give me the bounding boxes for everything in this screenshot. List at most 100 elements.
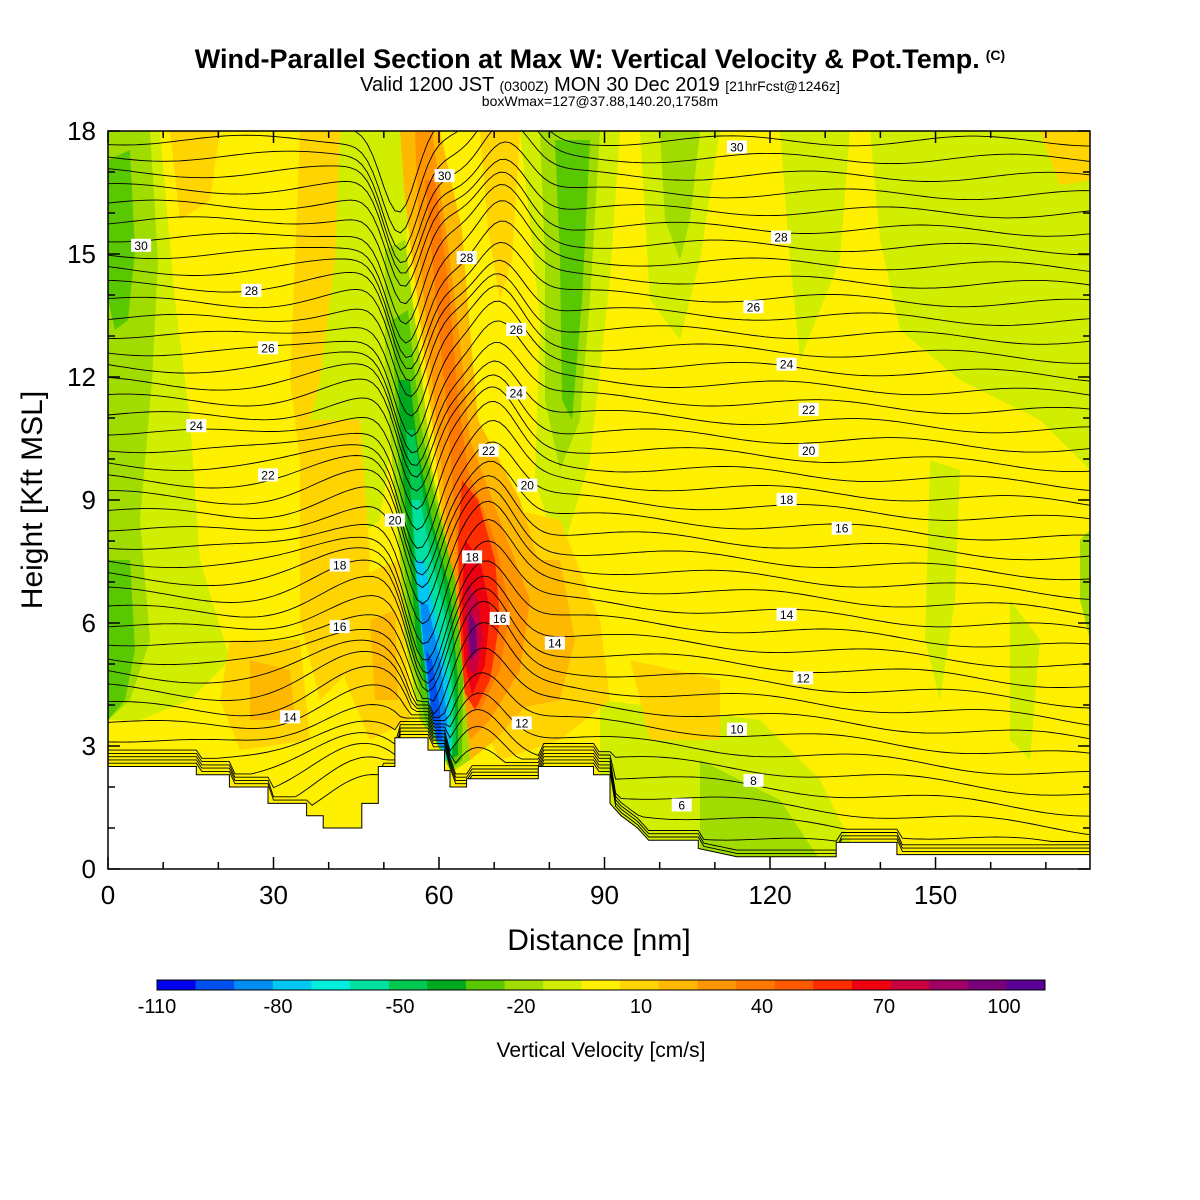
isentrope-line <box>108 200 1090 344</box>
contour-label-bg <box>186 419 207 433</box>
downdraft-band <box>108 560 135 720</box>
contour-label: 24 <box>776 357 797 372</box>
valid-utc: (0300Z) <box>499 78 549 94</box>
valid-forecast: [21hrFcst@1246z] <box>725 78 840 94</box>
contour-label: 20 <box>798 443 819 458</box>
contour-label: 30 <box>434 169 455 183</box>
isentrope-line <box>108 500 1090 625</box>
downdraft-band <box>700 760 820 860</box>
weak-updraft-region <box>170 131 220 220</box>
contour-label: 26 <box>743 300 764 314</box>
boxwmax-subtitle: boxWmax=127@37.88,140.20,1758m <box>481 93 719 109</box>
contour-label: 30 <box>131 238 152 253</box>
contour-label-text: 10 <box>730 723 744 737</box>
colorbar-swatch <box>658 980 698 990</box>
isentrope-line <box>108 460 1090 576</box>
valid-date: MON 30 Dec 2019 <box>554 74 720 96</box>
contour-label-text: 26 <box>510 323 524 337</box>
contour-label-text: 28 <box>774 231 788 245</box>
y-tick-labels: 0 3 6 9 12 15 18 <box>67 116 96 884</box>
contour-label-bg <box>456 251 477 265</box>
y-tick-label: 12 <box>67 362 96 392</box>
colorbar-swatch <box>388 980 428 990</box>
contour-label: 22 <box>257 468 278 482</box>
colorbar-swatch <box>736 980 776 990</box>
colorbar-tick-label: -110 <box>138 996 177 1018</box>
isentrope-line <box>108 724 1090 842</box>
isentrope-line <box>108 386 1090 510</box>
contour-label-bg <box>131 238 152 252</box>
contour-label-bg <box>743 300 764 314</box>
contour-label: 26 <box>257 341 278 355</box>
terrain <box>108 737 1090 869</box>
isentrope-line <box>108 730 1090 851</box>
contour-label-text: 20 <box>802 444 816 458</box>
colorbar-swatch <box>427 980 467 990</box>
contour-label: 18 <box>462 550 483 564</box>
isentrope-line <box>108 273 1090 398</box>
contour-label: 22 <box>798 402 819 417</box>
contour-label: 16 <box>831 521 852 536</box>
isentrope-line <box>108 285 1090 417</box>
x-tick-label: 150 <box>914 880 957 910</box>
contour-label: 12 <box>511 716 532 730</box>
updraft-peak <box>469 610 477 660</box>
contour-label: 14 <box>776 607 797 622</box>
plot-area: 6 8 10 12 12 14 14 14 16 16 16 18 18 18 20 20 20 22 22 22 24… <box>108 131 1090 869</box>
contour-label: 28 <box>241 283 262 298</box>
downdraft-band <box>660 131 700 260</box>
weak-updraft-region <box>480 131 520 300</box>
colorbar-swatch <box>1006 980 1046 990</box>
colorbar-swatch <box>813 980 853 990</box>
downdraft-band <box>108 150 135 330</box>
isentrope-line <box>108 575 1090 684</box>
contour-label-bg <box>798 402 819 416</box>
weak-downdraft-region <box>1010 600 1040 760</box>
contour-label: 26 <box>506 322 527 337</box>
contour-label-text: 8 <box>750 774 757 788</box>
contour-label-text: 18 <box>465 550 479 564</box>
weak-updraft-region <box>630 660 720 740</box>
isentrope-line <box>108 720 1090 836</box>
contour-label-bg <box>329 620 350 634</box>
contour-label-text: 22 <box>482 444 496 458</box>
contour-label-bg <box>798 443 819 457</box>
isentrope-line <box>108 374 1090 492</box>
contour-label-bg <box>241 283 262 297</box>
contour-label-bg <box>671 798 692 812</box>
contour-label-text: 18 <box>333 559 347 573</box>
contour-label-text: 12 <box>515 716 529 730</box>
colorbar-swatch <box>774 980 814 990</box>
contour-label: 8 <box>743 773 764 788</box>
colorbar-swatch <box>852 980 892 990</box>
contour-label-bg <box>462 550 483 564</box>
contour-label: 20 <box>517 478 538 493</box>
contour-label: 28 <box>771 230 792 245</box>
y-tick-label: 3 <box>82 731 96 761</box>
y-tick-label: 15 <box>67 239 96 269</box>
contour-label-text: 6 <box>678 798 685 812</box>
contour-label: 12 <box>793 671 814 685</box>
colorbar-swatch <box>890 980 930 990</box>
contour-label-text: 20 <box>521 479 535 493</box>
chart-title-text: Wind-Parallel Section at Max W: Vertical… <box>194 44 980 74</box>
x-tick-label: 30 <box>259 880 288 910</box>
x-tick-label: 0 <box>101 880 115 910</box>
isentrope-line <box>108 600 1090 709</box>
colorbar-tick-label: 70 <box>873 996 895 1018</box>
colorbar-tick-label: 40 <box>751 996 773 1018</box>
valid-prefix: Valid 1200 JST <box>360 74 494 96</box>
contour-label: 16 <box>329 620 350 634</box>
colorbar-tick-label: -80 <box>264 996 293 1018</box>
colorbar-swatch <box>697 980 737 990</box>
axis-ticks <box>107 130 1090 870</box>
chart-title: Wind-Parallel Section at Max W: Vertical… <box>0 44 1200 75</box>
contour-label-bg <box>776 607 797 621</box>
y-tick-label: 18 <box>67 116 96 146</box>
contour-label: 24 <box>506 386 527 400</box>
contour-label-bg <box>257 341 278 355</box>
colorbar-swatch <box>543 980 583 990</box>
y-tick-label: 9 <box>82 485 96 515</box>
isentrope-line <box>108 131 1090 264</box>
x-tick-label: 60 <box>425 880 454 910</box>
